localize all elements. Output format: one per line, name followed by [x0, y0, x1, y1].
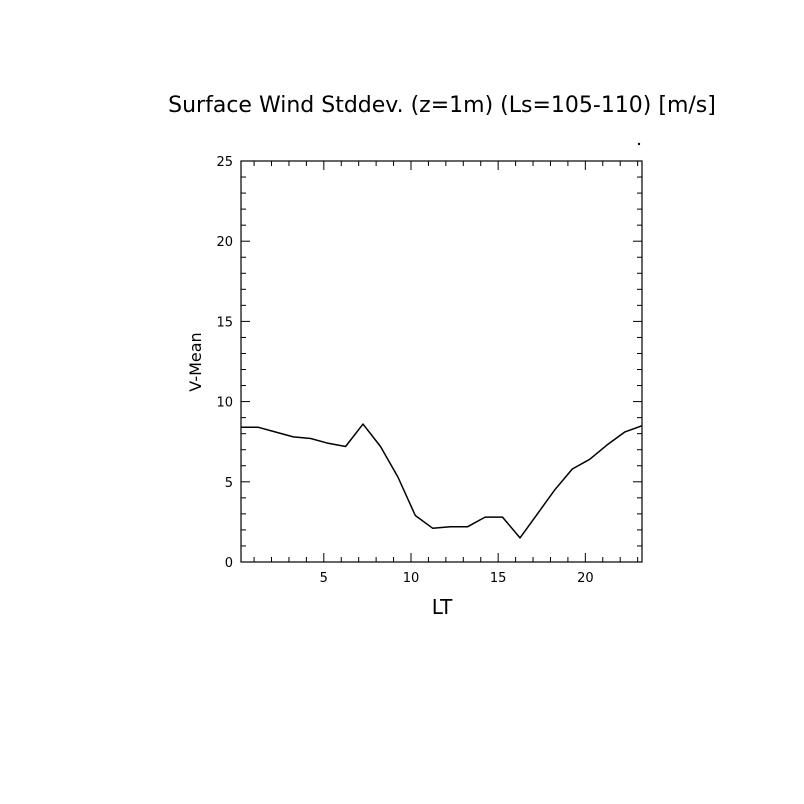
- x-tick-label: 10: [403, 571, 420, 586]
- corner-dot: [637, 142, 641, 146]
- x-tick-label: 5: [320, 571, 328, 586]
- x-axis-label: LT: [432, 595, 453, 619]
- y-axis-label: V-Mean: [186, 332, 205, 391]
- y-tick-label: 25: [216, 155, 233, 170]
- y-tick-label: 10: [216, 396, 233, 411]
- chart-title: Surface Wind Stddev. (z=1m) (Ls=105-110)…: [168, 93, 716, 118]
- plot-frame: [240, 160, 643, 563]
- y-tick-label: 5: [225, 476, 233, 491]
- x-tick-label: 20: [577, 571, 594, 586]
- y-tick-label: 15: [216, 315, 233, 330]
- x-tick-label: 15: [490, 571, 507, 586]
- series-line-0: [241, 423, 643, 539]
- plot-area: 5 10 15 20 0 5 10 15 20 25: [216, 142, 643, 586]
- y-tick-label: 0: [225, 556, 233, 571]
- y-tick-label: 20: [216, 235, 233, 250]
